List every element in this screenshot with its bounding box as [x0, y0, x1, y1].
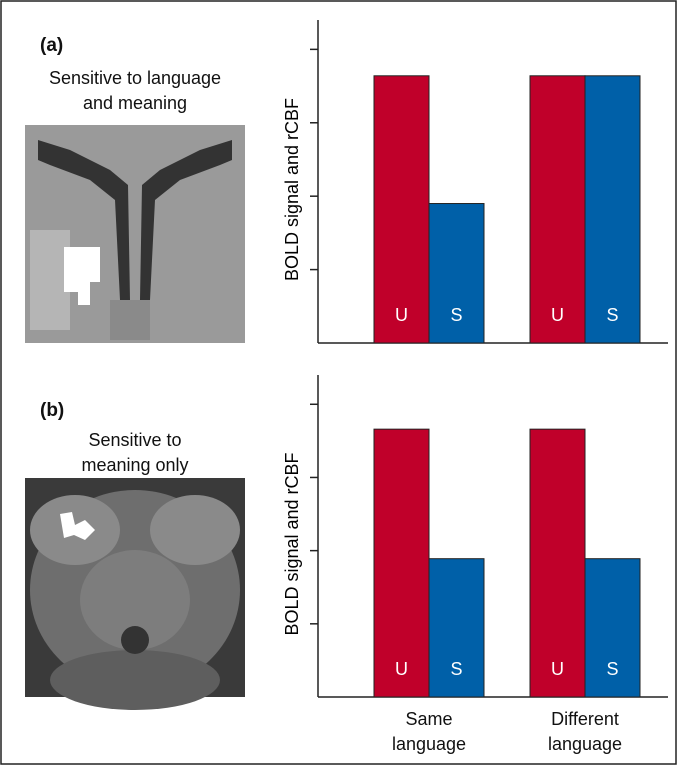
bar-series-label: U [395, 305, 408, 325]
panel-label: (a) [40, 33, 63, 58]
bar-series-label: U [551, 305, 564, 325]
y-axis-label: BOLD signal and rCBF [282, 98, 302, 281]
bar-series-label: S [450, 305, 462, 325]
figure: BOLD signal and rCBF U S U S BOLD signal and … [0, 0, 677, 765]
bar [374, 76, 429, 343]
bar [530, 76, 585, 343]
bar [374, 429, 429, 697]
bar [530, 429, 585, 697]
brain-image-b [25, 478, 245, 710]
y-axis-label: BOLD signal and rCBF [282, 452, 302, 635]
bar-series-label: U [395, 659, 408, 679]
bar-series-label: U [551, 659, 564, 679]
bar [585, 76, 640, 343]
subtitle: Sensitive to language and meaning [35, 66, 235, 116]
bar-series-label: S [606, 305, 618, 325]
subtitle: Sensitive to meaning only [65, 428, 205, 478]
panel-label: (b) [40, 398, 64, 423]
x-tick-label: Same language [369, 707, 489, 757]
x-tick-label: Different language [525, 707, 645, 757]
bar-series-label: S [606, 659, 618, 679]
bar-series-label: S [450, 659, 462, 679]
brain-image-a [25, 125, 245, 343]
